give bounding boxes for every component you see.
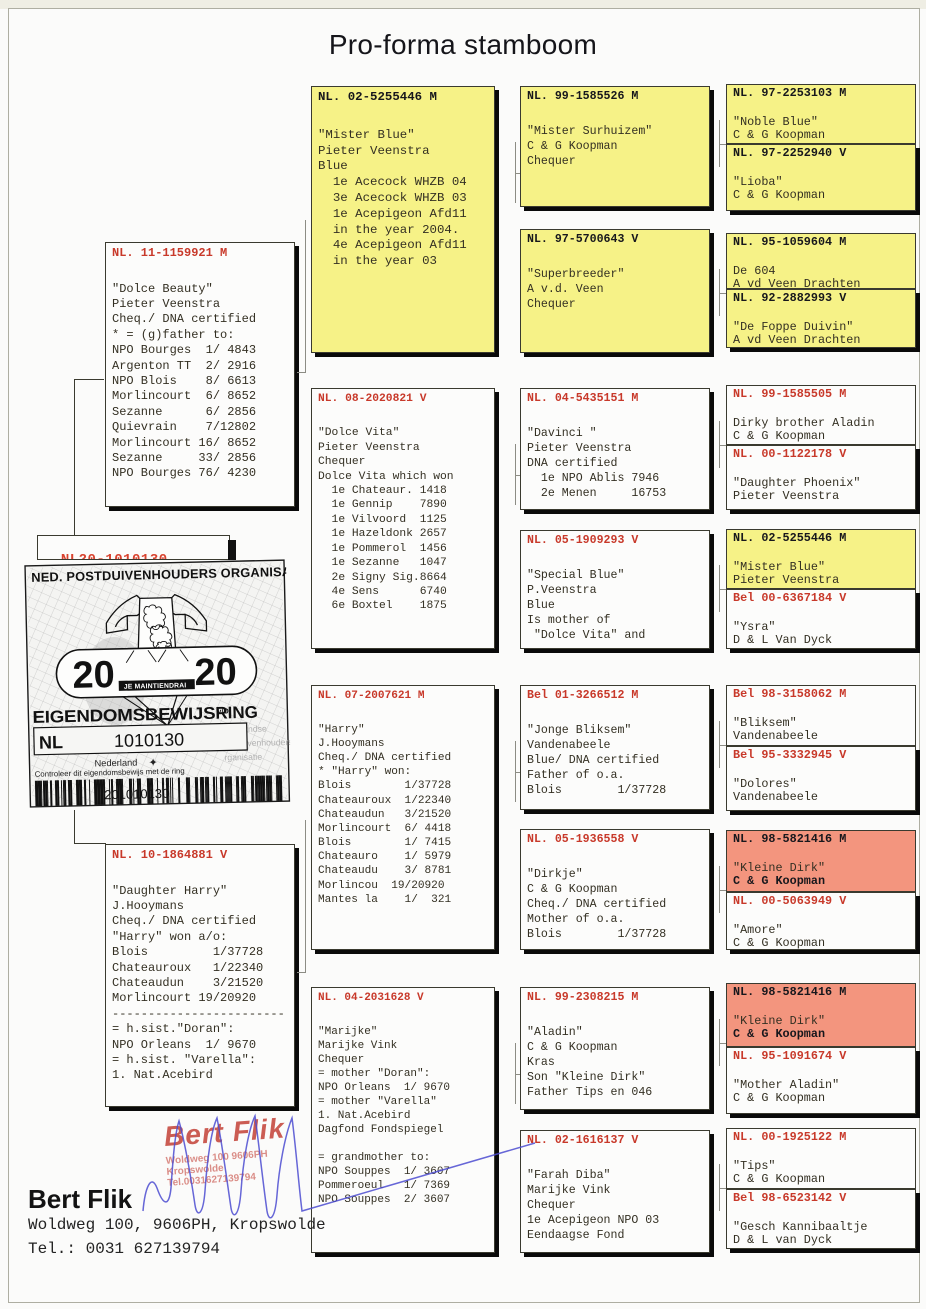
svg-text:NL: NL <box>39 732 63 753</box>
svg-text:201010130: 201010130 <box>104 786 169 802</box>
svg-text:RING: RING <box>215 703 258 723</box>
svg-text:20: 20 <box>194 651 237 694</box>
svg-text:JE MAINTIENDRAI: JE MAINTIENDRAI <box>124 682 187 690</box>
svg-text:20: 20 <box>72 654 115 697</box>
svg-text:rganisatie: rganisatie <box>224 752 262 763</box>
svg-text:1010130: 1010130 <box>114 729 185 751</box>
